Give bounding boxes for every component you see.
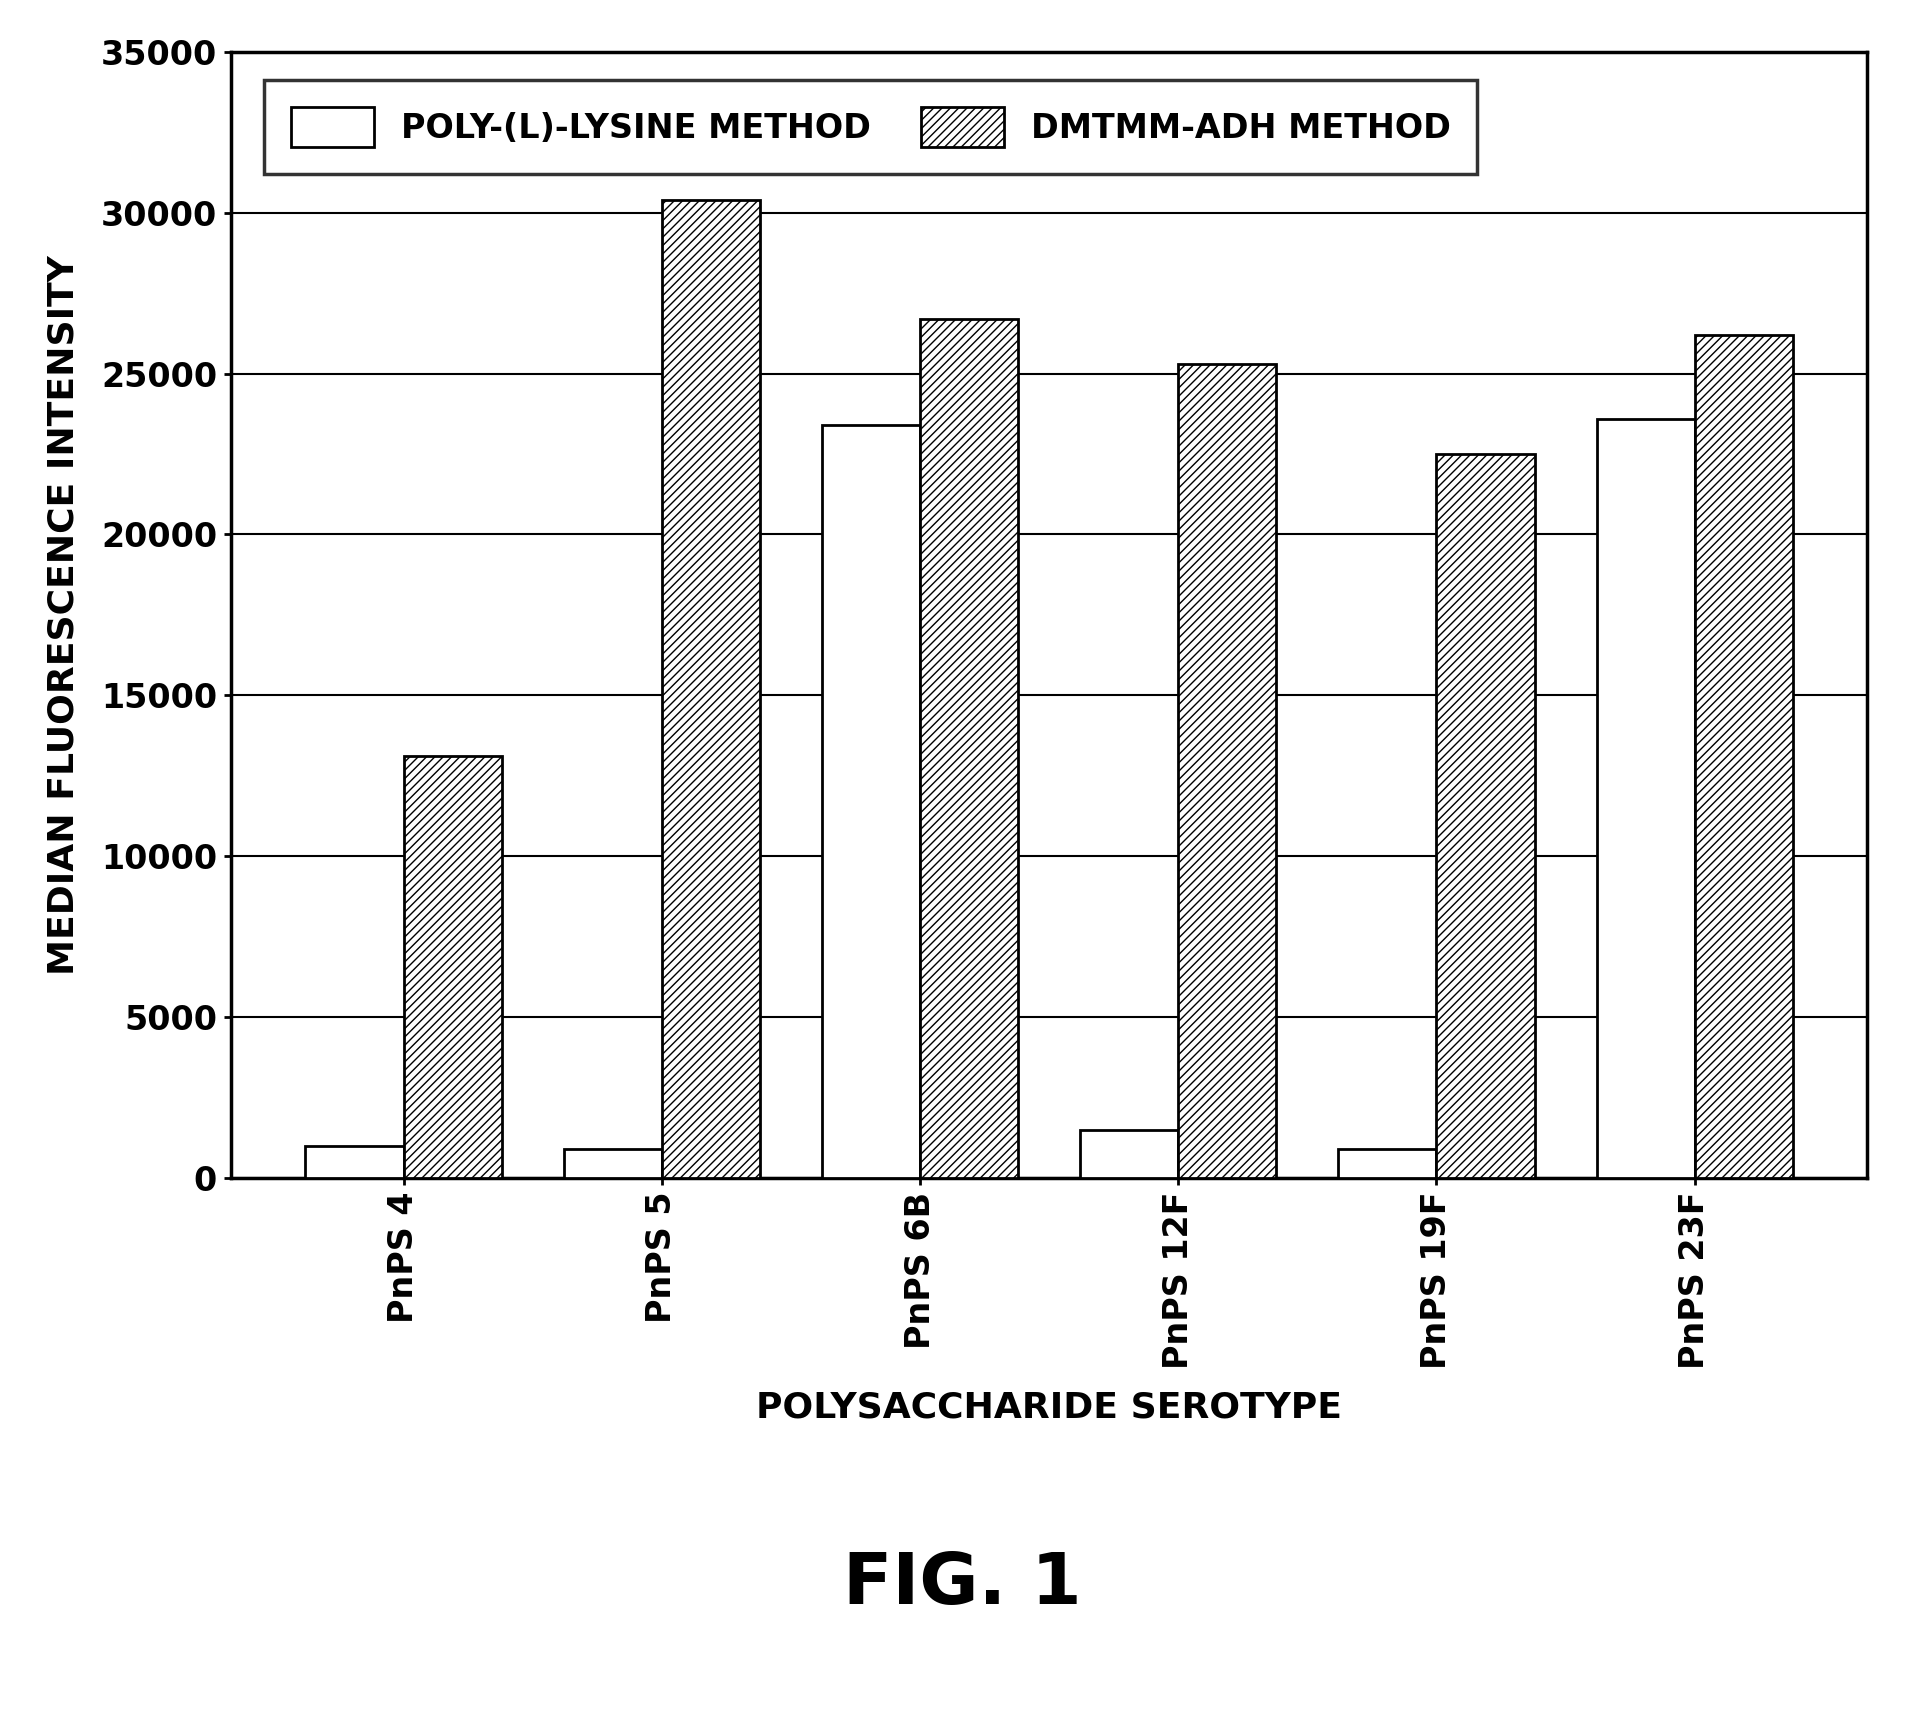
X-axis label: POLYSACCHARIDE SEROTYPE: POLYSACCHARIDE SEROTYPE (757, 1391, 1342, 1424)
Bar (920, 319, 1018, 1178)
Text: FIG. 1: FIG. 1 (843, 1550, 1082, 1619)
Bar (822, 424, 920, 1178)
Bar (662, 199, 760, 1178)
Bar (1338, 1148, 1436, 1178)
Bar (564, 1148, 662, 1178)
Bar (404, 757, 502, 1178)
Bar (1080, 1129, 1178, 1178)
Bar (1694, 334, 1792, 1178)
Bar (306, 1145, 404, 1178)
Legend: POLY-(L)-LYSINE METHOD, DMTMM-ADH METHOD: POLY-(L)-LYSINE METHOD, DMTMM-ADH METHOD (264, 80, 1476, 173)
Bar (1596, 419, 1694, 1178)
Bar (1436, 454, 1534, 1178)
Y-axis label: MEDIAN FLUORESCENCE INTENSITY: MEDIAN FLUORESCENCE INTENSITY (46, 255, 81, 975)
Bar (1178, 364, 1276, 1178)
